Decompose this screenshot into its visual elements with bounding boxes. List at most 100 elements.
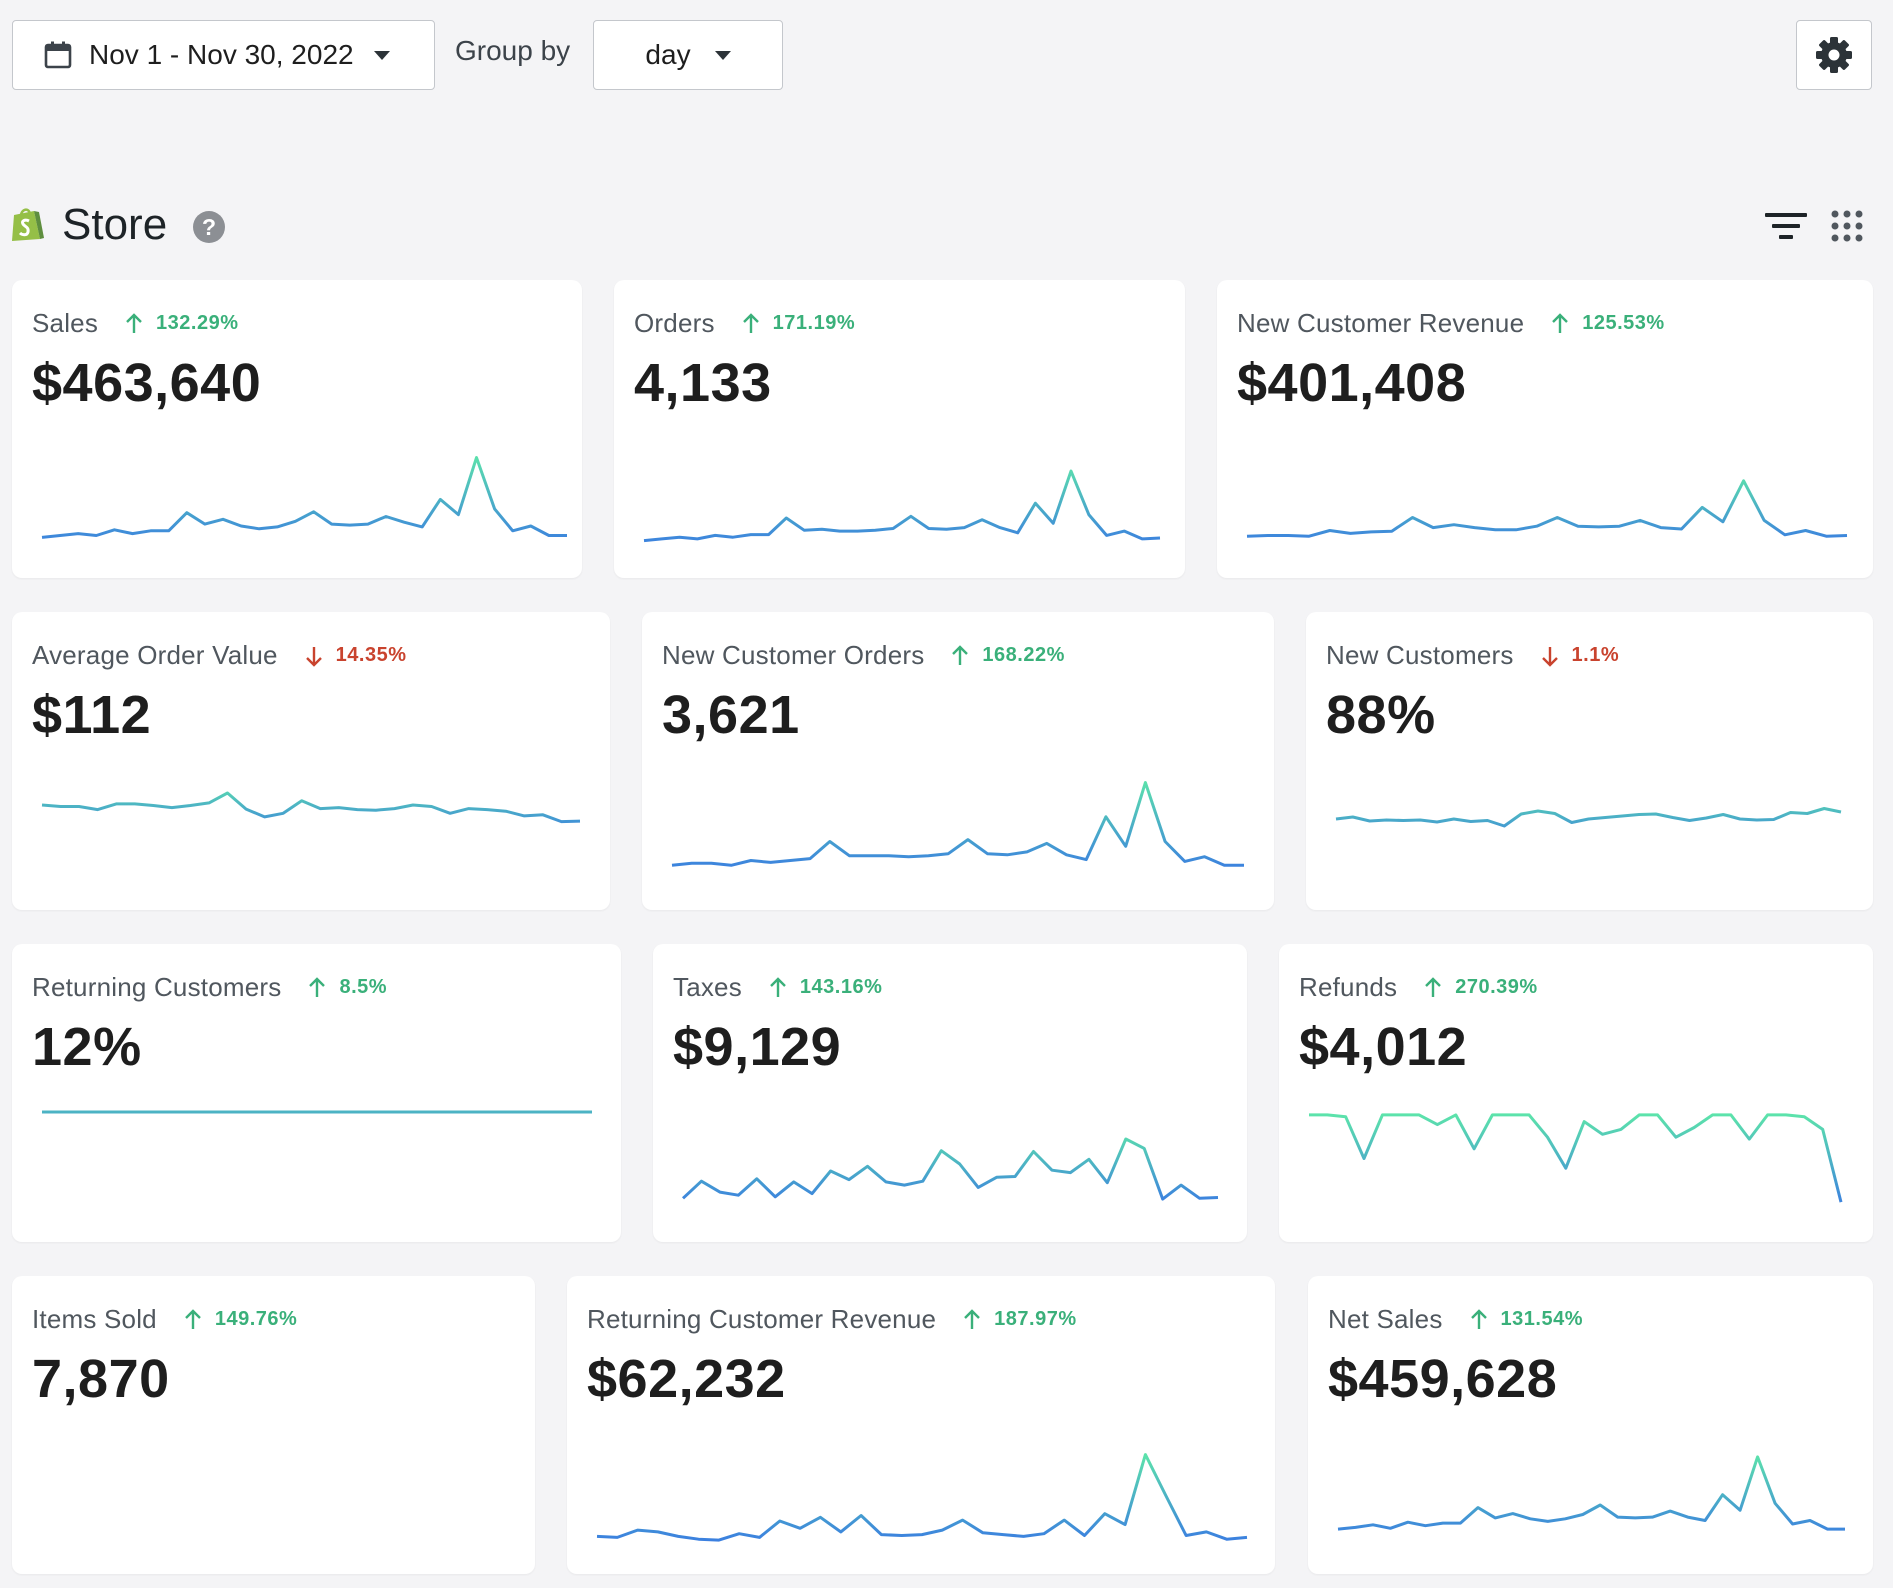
group-by-value: day — [645, 39, 691, 70]
metric-card[interactable]: Net Sales 131.54% $459,628 — [1308, 1276, 1873, 1574]
metric-card[interactable]: New Customer Revenue 125.53% $401,408 — [1217, 280, 1873, 578]
shopify-logo-icon — [12, 208, 44, 241]
metric-header: Taxes 143.16% — [673, 972, 882, 1003]
metric-delta: 168.22% — [982, 644, 1065, 666]
metric-card[interactable]: Items Sold 149.76% 7,870 — [12, 1276, 535, 1574]
group-by-select[interactable]: day — [593, 20, 783, 90]
sparkline-chart — [1309, 1113, 1843, 1203]
metric-header: New Customer Revenue 125.53% — [1237, 308, 1665, 339]
metric-delta: 131.54% — [1500, 1308, 1583, 1330]
metric-value: $62,232 — [587, 1349, 786, 1409]
metric-value: 88% — [1326, 685, 1436, 745]
sparkline-series — [41, 791, 581, 824]
arrow-up-icon — [309, 976, 326, 997]
metric-header: Sales 132.29% — [32, 308, 239, 339]
metric-card[interactable]: Sales 132.29% $463,640 — [12, 280, 582, 578]
metric-delta: 143.16% — [799, 976, 883, 998]
metric-label: New Customers — [1326, 640, 1514, 670]
metric-delta: 8.5% — [339, 976, 388, 998]
metric-card[interactable]: New Customer Orders 168.22% 3,621 — [642, 612, 1274, 910]
metric-label: Refunds — [1299, 972, 1398, 1002]
section-title: Store — [62, 200, 168, 249]
metric-header: Returning Customer Revenue 187.97% — [587, 1304, 1077, 1335]
metric-header: Refunds 270.39% — [1299, 972, 1538, 1003]
chevron-down-icon — [714, 50, 731, 60]
metric-label: New Customer Revenue — [1237, 308, 1525, 338]
metric-header: Returning Customers 8.5% — [32, 972, 387, 1003]
metric-label: Returning Customers — [32, 972, 282, 1002]
metric-label: Net Sales — [1328, 1304, 1443, 1334]
sparkline-chart — [671, 781, 1244, 867]
metric-value: $401,408 — [1237, 353, 1467, 413]
metric-card[interactable]: New Customers 1.1% 88% — [1306, 612, 1873, 910]
arrow-up-icon — [1552, 312, 1569, 333]
sparkline-chart — [1246, 479, 1848, 538]
metric-card[interactable]: Returning Customer Revenue 187.97% $62,232 — [567, 1276, 1275, 1574]
arrow-down-icon — [305, 646, 322, 667]
metric-card[interactable]: Refunds 270.39% $4,012 — [1279, 944, 1873, 1242]
metric-header: Items Sold 149.76% — [32, 1304, 297, 1335]
arrow-up-icon — [1425, 976, 1442, 997]
metric-header: New Customer Orders 168.22% — [662, 640, 1065, 671]
sparkline-series — [643, 469, 1161, 543]
metric-label: Orders — [634, 308, 715, 338]
metric-card[interactable]: Average Order Value 14.35% $112 — [12, 612, 610, 910]
gear-icon — [1816, 37, 1852, 73]
sparkline-series — [1335, 807, 1842, 828]
arrow-up-icon — [770, 976, 786, 997]
sparkline-chart — [681, 1137, 1219, 1201]
sparkline-chart — [643, 469, 1161, 543]
chevron-down-icon — [373, 50, 390, 60]
metric-card[interactable]: Returning Customers 8.5% 12% — [12, 944, 621, 1242]
metric-delta: 1.1% — [1571, 644, 1620, 666]
metric-value: $463,640 — [32, 353, 262, 413]
sparkline-series — [681, 1137, 1219, 1201]
metric-delta: 14.35% — [335, 644, 407, 666]
sparkline-chart — [596, 1453, 1248, 1542]
metric-label: Average Order Value — [32, 640, 278, 670]
settings-button[interactable] — [1796, 20, 1872, 90]
metric-delta: 270.39% — [1455, 976, 1538, 998]
date-range-picker[interactable]: Nov 1 - Nov 30, 2022 — [12, 20, 435, 90]
sparkline-series — [1309, 1113, 1843, 1203]
metric-header: Average Order Value 14.35% — [32, 640, 407, 671]
metric-label: New Customer Orders — [662, 640, 925, 670]
help-icon[interactable]: ? — [193, 211, 225, 243]
metric-delta: 171.19% — [772, 312, 856, 334]
arrow-up-icon — [742, 312, 759, 333]
metric-label: Returning Customer Revenue — [587, 1304, 937, 1334]
sparkline-chart — [42, 1110, 592, 1114]
metric-header: Orders 171.19% — [634, 308, 855, 339]
arrow-up-icon — [184, 1308, 201, 1329]
metric-label: Items Sold — [32, 1304, 157, 1334]
metric-value: 12% — [32, 1017, 142, 1077]
sparkline-chart — [41, 456, 567, 539]
metric-delta: 132.29% — [156, 312, 239, 334]
sparkline-series — [596, 1453, 1248, 1542]
sparkline-series — [671, 781, 1244, 867]
filter-icon[interactable] — [1765, 210, 1807, 242]
arrow-up-icon — [1470, 1308, 1487, 1329]
grid-menu-icon[interactable] — [1831, 210, 1863, 242]
arrow-up-icon — [964, 1308, 981, 1329]
sparkline-chart — [1337, 1455, 1845, 1531]
metric-header: New Customers 1.1% — [1326, 640, 1619, 671]
arrow-up-icon — [952, 644, 969, 665]
metric-delta: 149.76% — [214, 1308, 298, 1330]
sparkline-chart — [41, 791, 581, 824]
metric-value: $459,628 — [1328, 1349, 1558, 1409]
sparkline-series — [1246, 479, 1848, 538]
metric-value: 7,870 — [32, 1349, 170, 1409]
metric-delta: 125.53% — [1582, 312, 1665, 334]
sparkline-series — [41, 456, 567, 539]
arrow-up-icon — [126, 312, 142, 333]
calendar-icon — [44, 41, 72, 69]
sparkline-series — [1337, 1455, 1845, 1531]
metric-label: Sales — [32, 308, 99, 338]
date-range-label: Nov 1 - Nov 30, 2022 — [89, 39, 354, 70]
metric-card[interactable]: Taxes 143.16% $9,129 — [653, 944, 1247, 1242]
metric-card[interactable]: Orders 171.19% 4,133 — [614, 280, 1185, 578]
metric-value: 3,621 — [662, 685, 800, 745]
metric-header: Net Sales 131.54% — [1328, 1304, 1583, 1335]
metric-value: 4,133 — [634, 353, 772, 413]
